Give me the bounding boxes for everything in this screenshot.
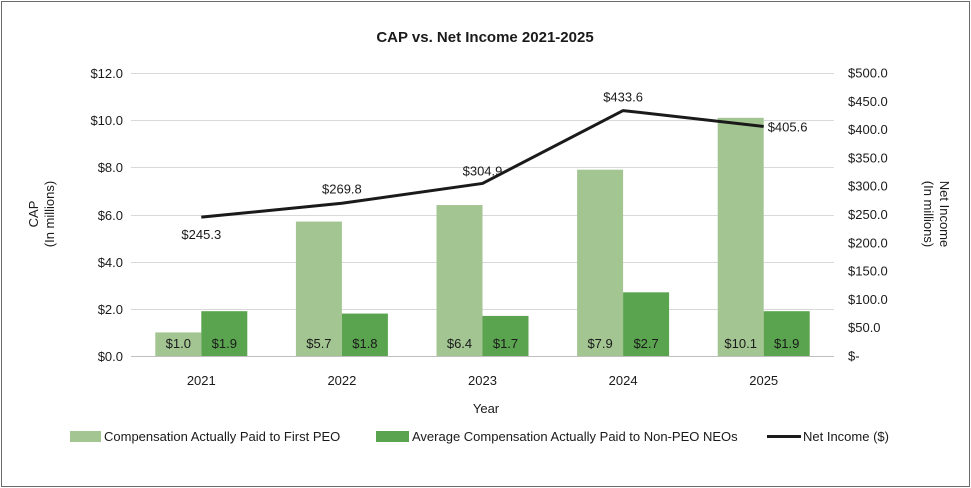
bar-data-label: $1.9 bbox=[774, 336, 799, 351]
legend-swatch-first-peo bbox=[70, 431, 101, 442]
bar-first-peo bbox=[436, 205, 483, 356]
y-axis-title-line1: CAP bbox=[26, 201, 41, 228]
y-tick-label: $0.0 bbox=[98, 349, 123, 364]
y-tick-label: $12.0 bbox=[90, 66, 123, 81]
legend-swatch-non-peo bbox=[376, 431, 409, 442]
bar-data-label: $7.9 bbox=[587, 336, 612, 351]
x-tick-label: 2025 bbox=[749, 373, 778, 388]
y2-tick-label: $350.0 bbox=[848, 150, 888, 165]
y-axis-title: CAP (In millions) bbox=[26, 181, 57, 247]
bar-non-peo bbox=[482, 315, 529, 356]
y-tick-label: $6.0 bbox=[98, 208, 123, 223]
bar-data-label: $2.7 bbox=[633, 336, 658, 351]
net-income-line-group: $245.3 $269.8 $304.9 $433.6 $405.6 bbox=[181, 90, 807, 243]
x-tick-label: 2022 bbox=[327, 373, 356, 388]
net-income-data-label: $304.9 bbox=[463, 163, 503, 178]
bar-first-peo bbox=[295, 221, 342, 356]
y2-tick-label: $100.0 bbox=[848, 292, 888, 307]
legend: Compensation Actually Paid to First PEO … bbox=[70, 429, 889, 444]
y-tick-label: $10.0 bbox=[90, 113, 123, 128]
y2-tick-label: $300.0 bbox=[848, 179, 888, 194]
axes: $0.0 $2.0 $4.0 $6.0 $8.0 $10.0 $12.0 $- $50.0 $10… bbox=[90, 66, 887, 389]
x-tick-label: 2023 bbox=[468, 373, 497, 388]
y-axis-title-line2: (In millions) bbox=[42, 181, 57, 247]
chart-title: CAP vs. Net Income 2021-2025 bbox=[376, 29, 593, 46]
bar-data-label: $1.0 bbox=[166, 336, 191, 351]
bar-non-peo bbox=[763, 311, 810, 356]
bar-data-label: $5.7 bbox=[306, 336, 331, 351]
bar-first-peo bbox=[155, 332, 202, 356]
net-income-data-label: $245.3 bbox=[181, 227, 221, 242]
net-income-line bbox=[201, 109, 764, 219]
bar-non-peo bbox=[623, 292, 670, 356]
bar-data-label: $1.8 bbox=[352, 336, 377, 351]
y-tick-label: $4.0 bbox=[98, 255, 123, 270]
legend-label-net-income: Net Income ($) bbox=[803, 429, 889, 444]
bar-data-label: $1.9 bbox=[212, 336, 237, 351]
net-income-data-label: $433.6 bbox=[603, 90, 643, 105]
y2-tick-label: $50.0 bbox=[848, 320, 881, 335]
y2-axis-title: Net Income (In millions) bbox=[921, 181, 952, 247]
y2-tick-label: $- bbox=[848, 349, 860, 364]
y2-tick-label: $500.0 bbox=[848, 66, 888, 81]
x-tick-label: 2021 bbox=[187, 373, 216, 388]
bar-first-peo bbox=[717, 117, 764, 356]
bar-non-peo bbox=[201, 311, 248, 356]
legend-label-first-peo: Compensation Actually Paid to First PEO bbox=[104, 429, 340, 444]
bar-data-label: $1.7 bbox=[493, 336, 518, 351]
bars: $1.0 $1.9 $5.7 $1.8 $6.4 $1.7 $7.9 $2.7 $10.1 $1.… bbox=[155, 117, 810, 356]
x-tick-label: 2024 bbox=[609, 373, 638, 388]
bar-non-peo bbox=[341, 313, 388, 356]
net-income-data-label: $405.6 bbox=[768, 119, 808, 134]
y2-axis-title-line1: Net Income bbox=[937, 181, 952, 247]
y-tick-label: $8.0 bbox=[98, 160, 123, 175]
y-tick-label: $2.0 bbox=[98, 302, 123, 317]
y2-tick-label: $200.0 bbox=[848, 235, 888, 250]
x-axis-title: Year bbox=[473, 401, 500, 416]
bar-data-label: $10.1 bbox=[724, 336, 757, 351]
bar-first-peo bbox=[577, 169, 624, 356]
y2-tick-label: $450.0 bbox=[848, 94, 888, 109]
y2-tick-label: $150.0 bbox=[848, 264, 888, 279]
y2-tick-label: $250.0 bbox=[848, 207, 888, 222]
bar-data-label: $6.4 bbox=[447, 336, 472, 351]
y2-tick-label: $400.0 bbox=[848, 122, 888, 137]
y2-axis-title-line2: (In millions) bbox=[921, 181, 936, 247]
gridlines bbox=[131, 73, 834, 310]
legend-label-non-peo: Average Compensation Actually Paid to No… bbox=[412, 429, 738, 444]
net-income-data-label: $269.8 bbox=[322, 181, 362, 196]
